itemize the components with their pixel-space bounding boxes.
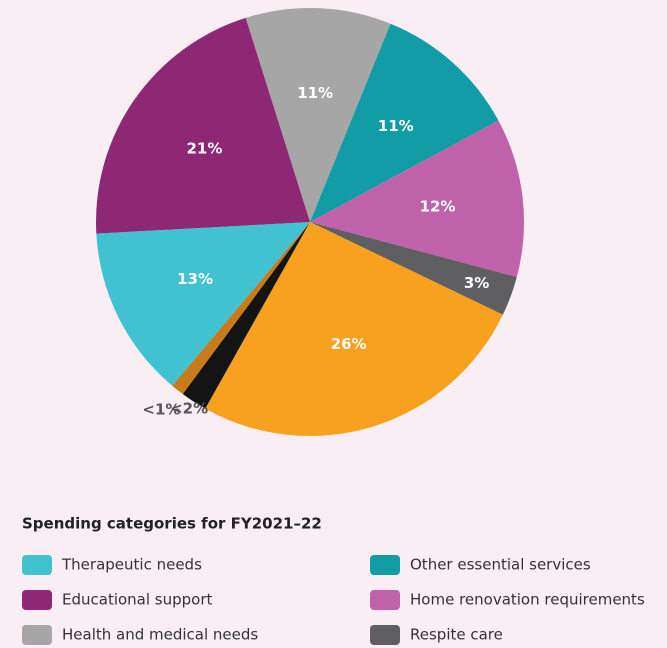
legend-swatch <box>370 625 400 645</box>
slice-label: 11% <box>297 84 333 102</box>
pie-slice <box>245 8 391 223</box>
slice-label: 21% <box>186 139 222 157</box>
legend-label: Therapeutic needs <box>61 556 202 574</box>
pie-slice <box>96 17 311 234</box>
pie-slice <box>310 23 499 223</box>
slice-label: <1% <box>142 401 180 419</box>
slice-label: 11% <box>378 117 414 135</box>
slice-label: <2% <box>170 399 208 417</box>
slice-label: 13% <box>177 270 213 288</box>
legend-label: Educational support <box>62 591 213 609</box>
slice-label: 12% <box>420 198 456 216</box>
slice-label: 26% <box>331 335 367 353</box>
legend-title: Spending categories for FY2021–22 <box>22 515 322 533</box>
legend-label: Health and medical needs <box>62 626 258 644</box>
legend-swatch <box>370 590 400 610</box>
legend-swatch <box>22 555 52 575</box>
legend-label: Other essential services <box>410 556 591 574</box>
pie-slice <box>96 222 310 386</box>
legend-swatch <box>22 590 52 610</box>
legend-label: Home renovation requirements <box>410 591 645 609</box>
legend-swatch <box>370 555 400 575</box>
pie-slice <box>172 222 310 395</box>
pie-slice <box>310 120 524 278</box>
legend-swatch <box>22 625 52 645</box>
slice-label: 3% <box>464 274 489 292</box>
pie-slice <box>310 222 517 315</box>
pie-slice <box>182 222 310 409</box>
legend-label: Respite care <box>410 626 503 644</box>
pie-slice <box>205 222 503 436</box>
